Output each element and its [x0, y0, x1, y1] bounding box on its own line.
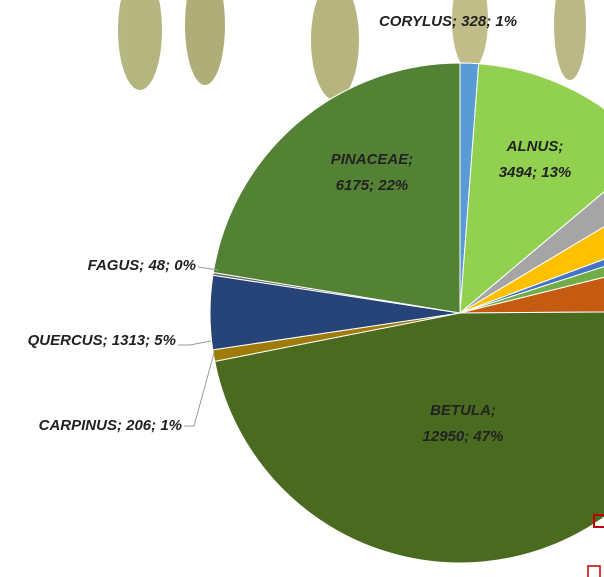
- data-label-line: ALNUS;: [506, 138, 564, 155]
- data-label: CORYLUS; 328; 1%: [379, 13, 517, 30]
- data-label-line: PINACEAE;: [331, 151, 414, 168]
- chart: CORYLUS; 328; 1% ALNUS; 3494; 13% BETULA; 12…: [0, 0, 604, 577]
- legend-box: [588, 566, 600, 577]
- data-label: QUERCUS; 1313; 5%: [28, 332, 176, 349]
- data-label-line: 3494; 13%: [499, 164, 572, 181]
- data-label: CARPINUS; 206; 1%: [39, 417, 182, 434]
- data-label-line: 6175; 22%: [336, 177, 409, 194]
- leader-line: [178, 341, 211, 345]
- data-label-line: BETULA;: [430, 402, 496, 419]
- data-label-line: 12950; 47%: [423, 428, 504, 445]
- leader-line: [184, 353, 214, 426]
- data-label: FAGUS; 48; 0%: [88, 257, 196, 274]
